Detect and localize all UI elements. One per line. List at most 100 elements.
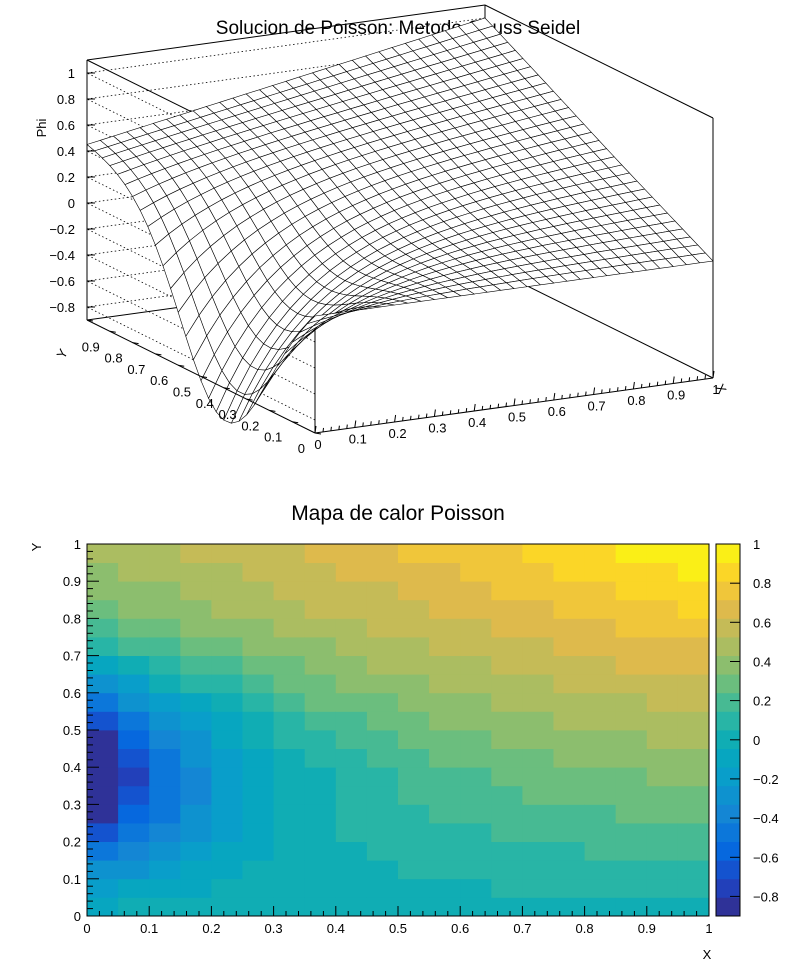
heatmap-cell (677, 674, 710, 694)
heatmap-cell (180, 823, 212, 842)
heatmap-cell (460, 823, 492, 842)
heatmap-cell (677, 897, 710, 917)
heatmap-cell (677, 823, 710, 842)
heatmap-cell (180, 711, 212, 731)
x-minor-tick (449, 410, 452, 415)
heatmap-cell (366, 785, 399, 805)
heatmap-cell (242, 711, 274, 731)
heatmap-cell (615, 618, 648, 638)
heatmap-cell (211, 767, 243, 787)
box-edge (484, 4, 714, 119)
heatmap-cell (180, 562, 212, 582)
y-tick-label: 0.6 (63, 686, 81, 701)
heatmap-cell (553, 767, 585, 787)
heatmap-cell (553, 841, 585, 861)
colorbar-swatch (716, 767, 740, 787)
heatmap-cell (149, 655, 181, 675)
heatmap-cell (149, 841, 181, 861)
heatmap-cell (615, 767, 648, 787)
heatmap-cell (180, 804, 212, 824)
heatmap-cell (304, 581, 337, 601)
x-tick (672, 376, 675, 384)
y-tick (292, 421, 299, 424)
heatmap-cell (87, 581, 119, 601)
heatmap-cell (242, 544, 274, 563)
heatmap-cell (149, 581, 181, 601)
heatmap-cell (366, 841, 399, 861)
heatmap-cell (584, 748, 617, 768)
heatmap-cell (273, 637, 306, 656)
heatmap-cell (87, 562, 119, 582)
heatmap-cell (366, 637, 399, 656)
heatmap-cell (211, 581, 243, 601)
heatmap-cell (180, 692, 212, 712)
heatmap-cell (304, 692, 337, 712)
z-tick-label: −0.8 (49, 300, 75, 315)
heatmap-cell (553, 674, 585, 694)
heatmap-cell (460, 562, 492, 582)
heatmap-cell (304, 841, 337, 861)
heatmap-cell (615, 562, 648, 582)
heatmap-cell (366, 878, 399, 898)
surface-plot: Solucion de Poisson: Metodo Gauss Seidel… (34, 4, 730, 456)
heatmap-cell (460, 767, 492, 787)
heatmap-cell (584, 897, 617, 917)
box-edge (86, 4, 486, 61)
x-minor-tick (696, 376, 699, 381)
heatmap-cell (677, 544, 710, 563)
heatmap-cell (491, 785, 523, 805)
heatmap-cell (646, 767, 679, 787)
x-minor-tick (457, 409, 460, 414)
heatmap-cell (460, 655, 492, 675)
x-minor-tick (425, 413, 428, 418)
heatmap-cell (429, 730, 461, 749)
y-tick-label: 0.5 (63, 723, 81, 738)
heatmap-cell (646, 804, 679, 824)
heatmap-cell (118, 599, 150, 619)
colorbar-swatch (716, 823, 740, 842)
heatmap-cell (398, 674, 430, 694)
colorbar-tick-label: 0.6 (753, 615, 771, 630)
heatmap-cell (242, 823, 274, 842)
y-tick-label: 0.8 (105, 351, 123, 366)
heatmap-cell (584, 618, 617, 638)
y-tick-label: 0.8 (63, 611, 81, 626)
heatmap-cell (646, 897, 679, 917)
heatmap-cell (646, 748, 679, 768)
heatmap-cell (429, 544, 461, 563)
heatmap-cell (522, 767, 554, 787)
heatmap-cell (211, 711, 243, 731)
heatmap-cell (149, 618, 181, 638)
z-tick-label: 0.8 (57, 92, 75, 107)
heatmap-cell (429, 655, 461, 675)
heatmap-cell (366, 804, 399, 824)
heatmap-cell (491, 730, 523, 749)
x-tick-label: 0.8 (627, 393, 645, 408)
heatmap-cell (366, 692, 399, 712)
x-tick (712, 370, 715, 379)
heatmap-cell (429, 748, 461, 768)
x-minor-tick (322, 427, 324, 432)
heatmap-cell (677, 767, 710, 787)
heatmap-cell (180, 841, 212, 861)
heatmap-cell (273, 692, 306, 712)
heatmap-cell (584, 823, 617, 842)
y-tick-label: 0.7 (63, 649, 81, 664)
heatmap-cell (335, 823, 368, 842)
heatmap-cell (118, 841, 150, 861)
x-tick (354, 420, 357, 428)
heatmap-cell (242, 860, 274, 880)
z-tick-label: −0.4 (49, 248, 75, 263)
heatmap-cell (180, 748, 212, 768)
x-minor-tick (704, 375, 706, 380)
y-tick (223, 387, 230, 390)
heatmap-cell (677, 878, 710, 898)
heatmap-cell (335, 581, 368, 601)
heatmap-cell (398, 618, 430, 638)
heatmap-cell (118, 544, 150, 563)
heatmap-cell (491, 581, 523, 601)
y-tick (178, 364, 185, 367)
heatmap-cell (460, 599, 492, 619)
x-tick (473, 403, 476, 412)
heatmap-cell (149, 711, 181, 731)
